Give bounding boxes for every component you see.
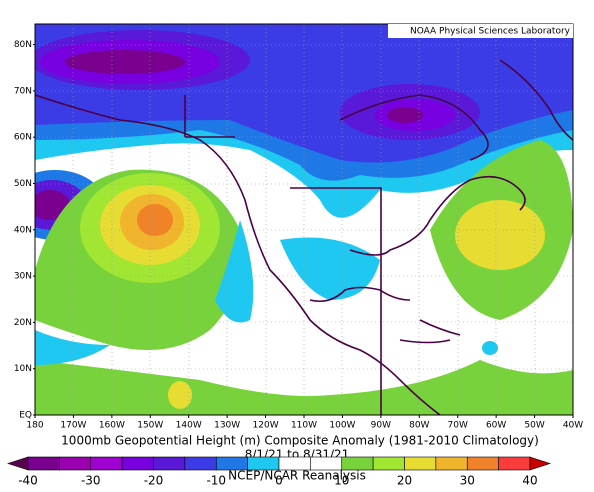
colorbar: -40 -30 -20 -10 0 10 20 30 40 [7,456,551,488]
lon-label: 160W [99,421,125,431]
colorbar-box [341,456,374,471]
colorbar-label: 40 [522,474,537,488]
lon-label: 70W [448,421,468,431]
colorbar-box [404,456,437,471]
colorbar-label: 20 [397,474,412,488]
lon-label: 130W [214,421,240,431]
colorbar-box [59,456,92,471]
colorbar-box [278,456,311,471]
lon-label: 180 [26,421,43,431]
lon-label: 140W [176,421,202,431]
colorbar-box [498,456,531,471]
coastlines [35,59,573,415]
lat-label: 10N [14,364,32,374]
colorbar-box [27,456,60,471]
lon-label: 170W [60,421,86,431]
lat-label: EQ [19,411,32,421]
graticule [35,24,573,415]
colorbar-box [247,456,280,471]
credit-box [388,24,573,38]
credit: NOAA Physical Sciences Laboratory [410,27,571,37]
lat-label: 80N [14,40,32,50]
colorbar-low-triangle [7,456,29,471]
colorbar-box [310,456,343,471]
colorbar-box [153,456,186,471]
colorbar-high-triangle [529,456,551,471]
anomaly-field [35,24,573,415]
lon-label: 60W [486,421,506,431]
lon-label: 40W [563,421,583,431]
colorbar-box [466,456,499,471]
lat-label: 40N [14,225,32,235]
lon-label: 120W [253,421,279,431]
lat-label: 20N [14,318,32,328]
colorbar-box [215,456,248,471]
lon-label: 150W [137,421,163,431]
lat-label: 50N [14,179,32,189]
title: 1000mb Geopotential Height (m) Composite… [61,434,539,448]
lat-label: 60N [14,133,32,143]
colorbar-box [184,456,217,471]
colorbar-label: 30 [460,474,475,488]
colorbar-label: 10 [334,474,349,488]
colorbar-box [90,456,123,471]
lat-label: 30N [14,272,32,282]
colorbar-label: -10 [206,474,226,488]
lon-label: 50W [524,421,544,431]
colorbar-box [435,456,468,471]
colorbar-label: -40 [18,474,38,488]
colorbar-label: -20 [144,474,164,488]
lon-label: 90W [371,421,391,431]
colorbar-label: -30 [81,474,101,488]
lon-label: 100W [329,421,355,431]
lon-label: 110W [291,421,317,431]
colorbar-label: 0 [275,474,283,488]
colorbar-box [372,456,405,471]
lat-label: 70N [14,86,32,96]
lon-label: 80W [409,421,429,431]
colorbar-box [121,456,154,471]
source: NCEP/NCAR Reanalysis [228,469,366,483]
